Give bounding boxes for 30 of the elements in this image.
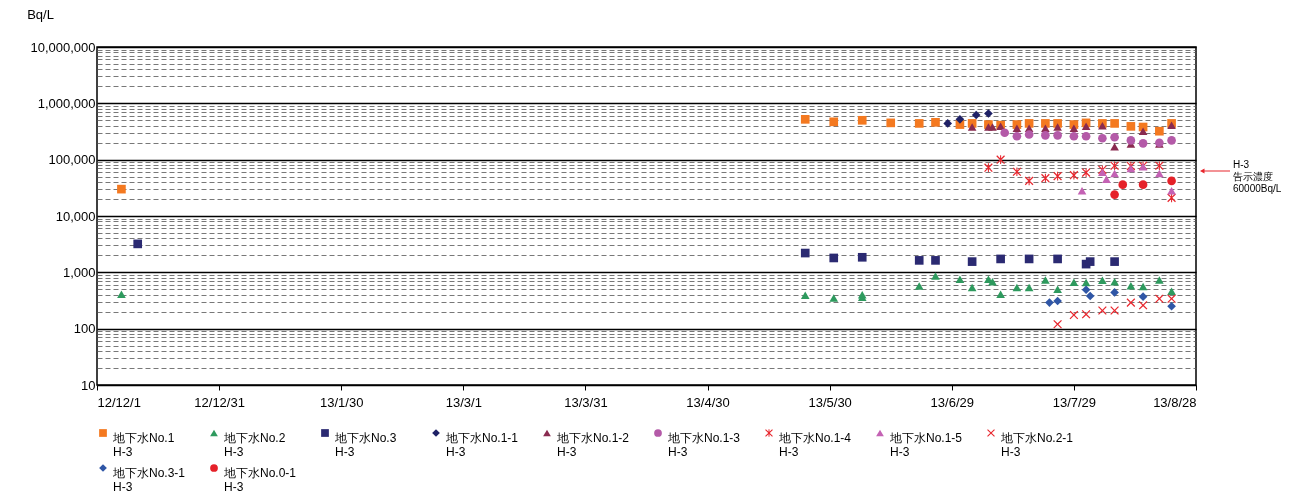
text: H-3 告示濃度 60000Bq/L <box>1233 159 1282 194</box>
x-tick-label: 13/8/28 <box>1153 394 1197 410</box>
y-tick-label: 10 <box>81 377 96 393</box>
legend-label: 地下水No.3-1 H-3 <box>112 466 186 494</box>
x-tick-label: 13/5/30 <box>808 394 852 410</box>
x-tick-label: 13/1/30 <box>320 394 364 410</box>
x-tick-label: 13/6/29 <box>930 394 974 410</box>
x-tick-label: 13/3/31 <box>564 394 608 410</box>
x-tick-label: 13/7/29 <box>1052 394 1097 410</box>
y-axis-title: Bq/L <box>27 6 54 22</box>
y-tick-label: 100 <box>73 321 96 337</box>
legend-label: 地下水No.1-5 H-3 <box>889 431 963 459</box>
x-tick-label: 13/3/1 <box>445 394 482 410</box>
legend-label: 地下水No.1 H-3 <box>112 431 175 459</box>
y-tick-label: 1,000,000 <box>37 95 96 111</box>
legend-label: 地下水No.2 H-3 <box>223 431 286 459</box>
legend-label: 地下水No.0-1 H-3 <box>223 466 297 494</box>
y-tick-label: 1,000 <box>62 264 96 280</box>
y-tick-label: 100,000 <box>48 152 96 168</box>
legend-label: 地下水No.1-1 H-3 <box>445 431 519 459</box>
legend-label: 地下水No.1-2 H-3 <box>556 431 630 459</box>
x-tick-label: 12/12/1 <box>97 394 141 410</box>
legend-label: 地下水No.3 H-3 <box>334 431 397 459</box>
y-tick-label: 10,000 <box>55 208 96 224</box>
x-tick-label: 13/4/30 <box>686 394 730 410</box>
legend-label: 地下水No.1-3 H-3 <box>667 431 741 459</box>
y-tick-label: 10,000,000 <box>30 39 96 55</box>
legend-label: 地下水No.2-1 H-3 <box>1000 431 1074 459</box>
legend-label: 地下水No.1-4 H-3 <box>778 431 852 459</box>
x-tick-label: 12/12/31 <box>194 394 245 410</box>
